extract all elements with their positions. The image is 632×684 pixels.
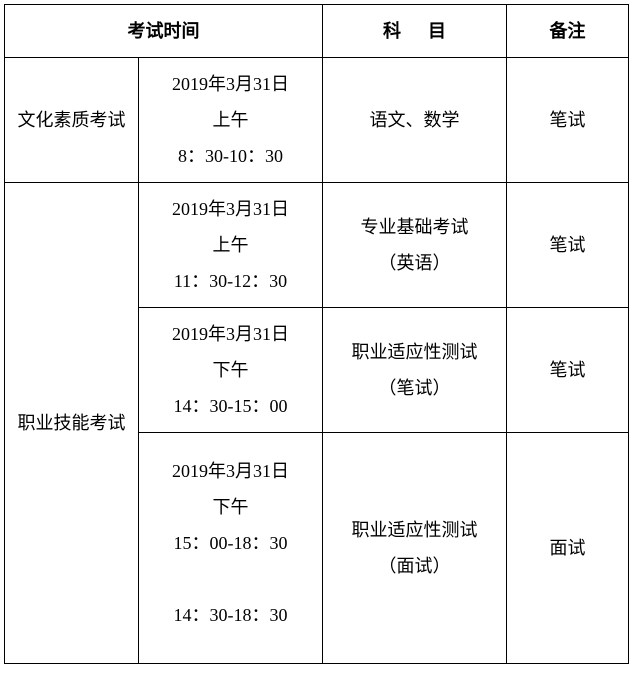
period-text: 下午 xyxy=(149,489,312,525)
time-text: 14：30-15：00 xyxy=(149,388,312,424)
time-cell: 2019年3月31日 上午 11：30-12：30 xyxy=(139,183,323,308)
subject-cell: 专业基础考试 （英语） xyxy=(323,183,507,308)
subject-line1: 专业基础考试 xyxy=(327,209,502,245)
header-row: 考试时间 科目 备注 xyxy=(5,5,629,58)
time-text: 11：30-12：30 xyxy=(149,263,312,299)
subject-line2: （笔试） xyxy=(327,370,502,406)
note-cell: 笔试 xyxy=(507,58,629,183)
note-cell: 面试 xyxy=(507,433,629,664)
category-cell: 职业技能考试 xyxy=(5,183,139,664)
time-cell: 2019年3月31日 下午 14：30-15：00 xyxy=(139,308,323,433)
subject-cell: 语文、数学 xyxy=(323,58,507,183)
subject-cell: 职业适应性测试 （面试） xyxy=(323,433,507,664)
header-subject: 科目 xyxy=(323,5,507,58)
header-exam-time: 考试时间 xyxy=(5,5,323,58)
date-text: 2019年3月31日 xyxy=(149,453,312,489)
time-text: 8：30-10：30 xyxy=(149,138,312,174)
category-cell: 文化素质考试 xyxy=(5,58,139,183)
date-text: 2019年3月31日 xyxy=(149,191,312,227)
time-cell: 2019年3月31日 下午 15：00-18：30 14：30-18：30 xyxy=(139,433,323,664)
blank-line xyxy=(149,561,312,597)
table-row: 文化素质考试 2019年3月31日 上午 8：30-10：30 语文、数学 笔试 xyxy=(5,58,629,183)
time-text: 14：30-18：30 xyxy=(149,597,312,633)
period-text: 下午 xyxy=(149,352,312,388)
subject-line1: 职业适应性测试 xyxy=(327,334,502,370)
note-cell: 笔试 xyxy=(507,308,629,433)
period-text: 上午 xyxy=(149,227,312,263)
period-text: 上午 xyxy=(149,102,312,138)
time-cell: 2019年3月31日 上午 8：30-10：30 xyxy=(139,58,323,183)
subject-cell: 职业适应性测试 （笔试） xyxy=(323,308,507,433)
subject-line2: （英语） xyxy=(327,245,502,281)
exam-schedule-table: 考试时间 科目 备注 文化素质考试 2019年3月31日 上午 8：30-10：… xyxy=(4,4,629,664)
subject-line2: （面试） xyxy=(327,548,502,584)
date-text: 2019年3月31日 xyxy=(149,316,312,352)
header-note: 备注 xyxy=(507,5,629,58)
time-text: 15：00-18：30 xyxy=(149,525,312,561)
note-cell: 笔试 xyxy=(507,183,629,308)
subject-line1: 职业适应性测试 xyxy=(327,512,502,548)
table-row: 职业技能考试 2019年3月31日 上午 11：30-12：30 专业基础考试 … xyxy=(5,183,629,308)
date-text: 2019年3月31日 xyxy=(149,66,312,102)
